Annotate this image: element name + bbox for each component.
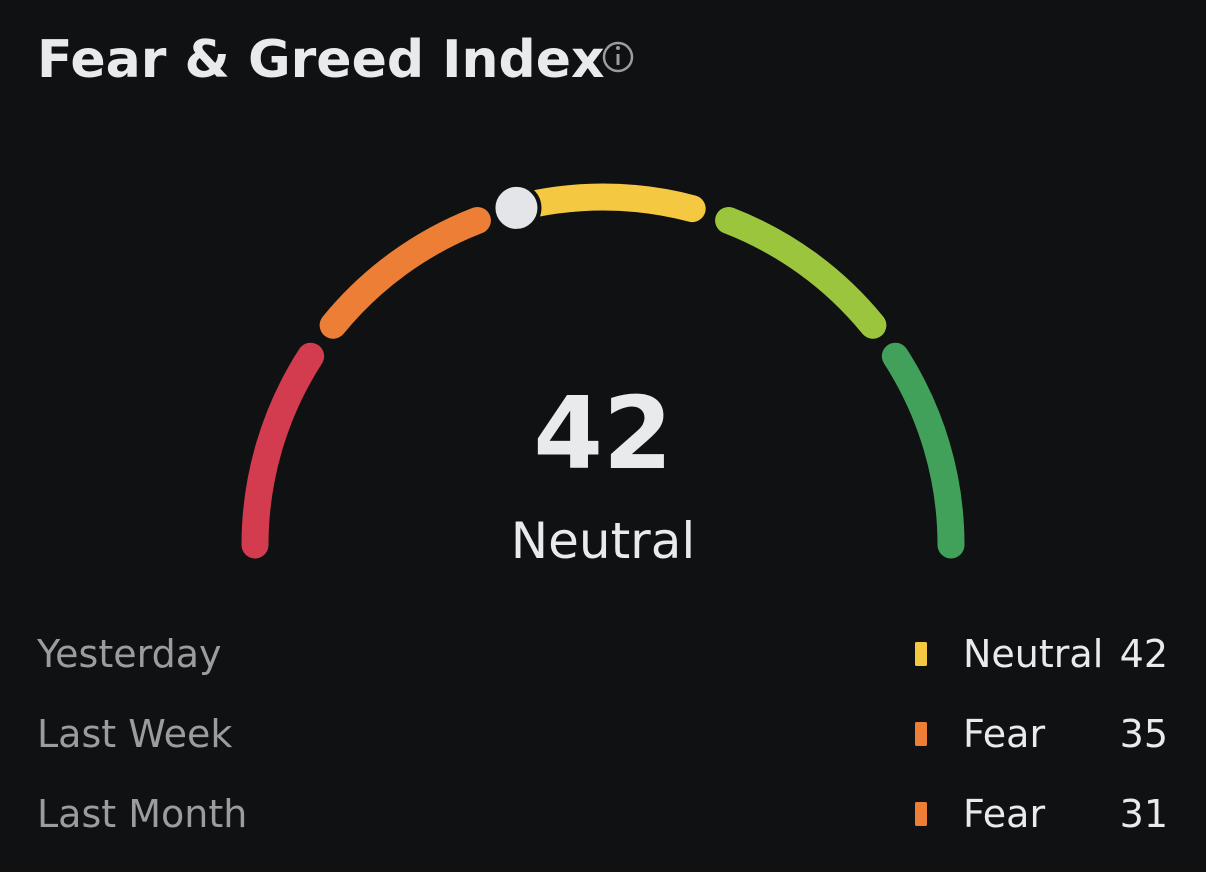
gauge-label: Neutral: [511, 512, 696, 570]
gauge-segment: [715, 206, 887, 339]
history-value: 31: [1120, 792, 1168, 836]
info-dot[interactable]: [616, 46, 620, 50]
title: Fear & Greed Index: [37, 30, 605, 90]
history-period: Last Week: [37, 712, 232, 756]
gauge-segment: [241, 342, 325, 559]
info-circle[interactable]: [602, 41, 634, 73]
history-period: Last Month: [37, 792, 247, 836]
gauge-value: 42: [533, 375, 672, 492]
history-value: 35: [1120, 712, 1168, 756]
gauge-segment: [881, 342, 965, 559]
info-icon[interactable]: [602, 41, 634, 73]
gauge-pointer: [491, 182, 542, 233]
gauge-segment: [319, 206, 491, 339]
history-value: 42: [1120, 632, 1168, 676]
status-indicator: [915, 802, 927, 826]
status-indicator: [915, 642, 927, 666]
history-status: Fear: [963, 712, 1045, 756]
history-period: Yesterday: [36, 632, 221, 676]
status-indicator: [915, 722, 927, 746]
history-status: Fear: [963, 792, 1045, 836]
history-status: Neutral: [963, 632, 1103, 676]
